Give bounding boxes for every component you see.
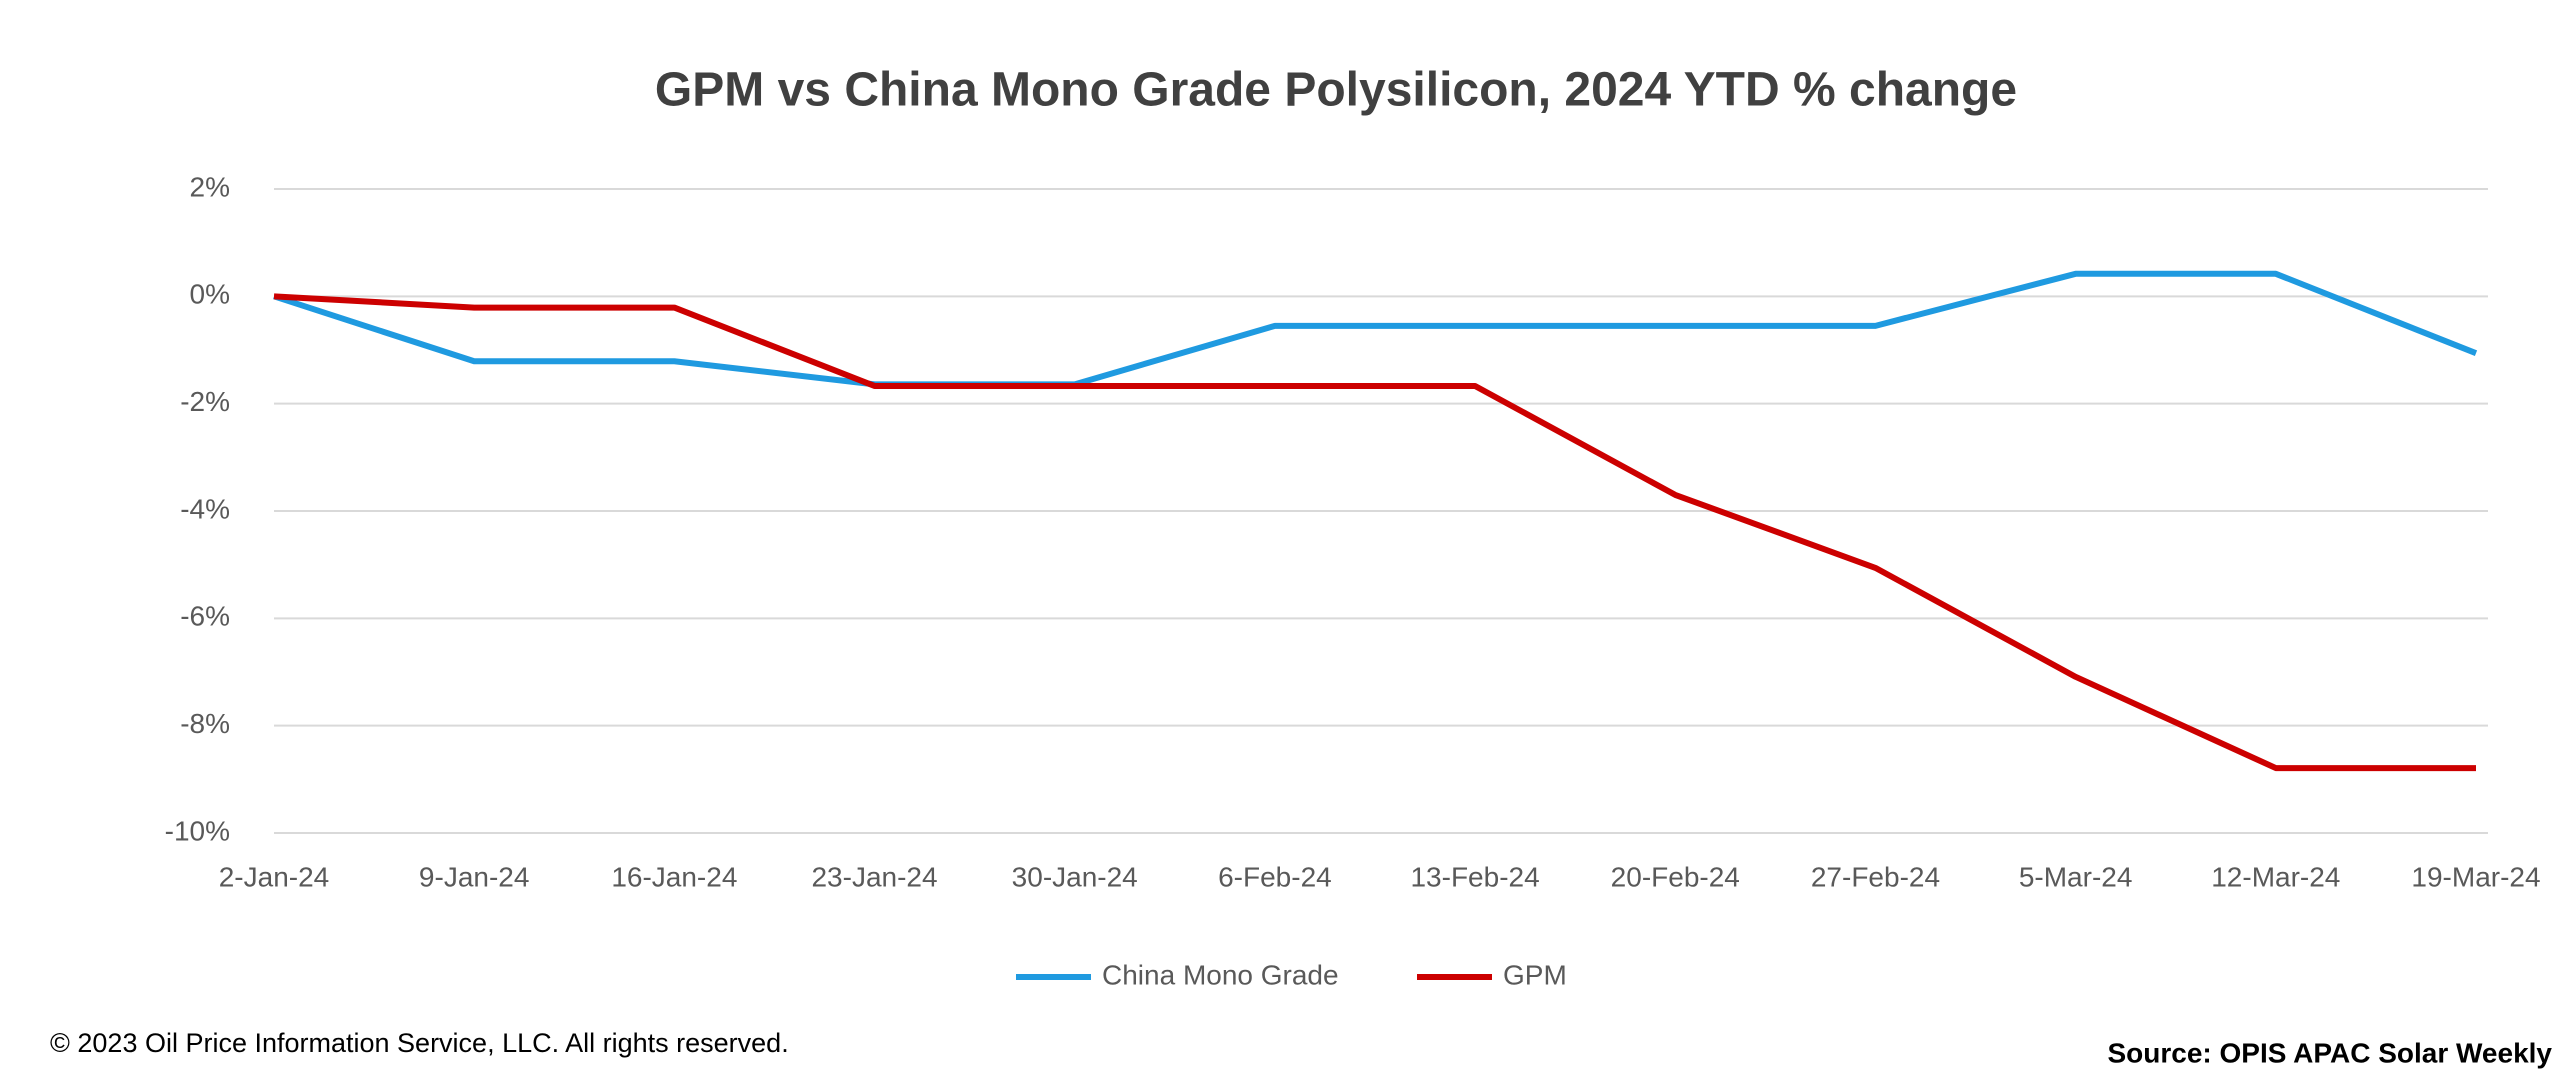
x-tick-label: 13-Feb-24: [1410, 861, 1539, 892]
y-tick-label: -4%: [180, 493, 230, 524]
x-tick-label: 20-Feb-24: [1611, 861, 1740, 892]
series-line: [273, 293, 2476, 772]
y-tick-label: -2%: [180, 386, 230, 417]
y-tick-label: -10%: [165, 815, 230, 846]
x-tick-label: 9-Jan-24: [419, 861, 530, 892]
x-tick-label: 16-Jan-24: [611, 861, 737, 892]
source: Source: OPIS APAC Solar Weekly: [2107, 1037, 2552, 1068]
series-line: [273, 270, 2478, 388]
x-tick-label: 27-Feb-24: [1811, 861, 1940, 892]
y-tick-label: -6%: [180, 601, 230, 632]
y-tick-label: -8%: [180, 708, 230, 739]
x-tick-label: 12-Mar-24: [2211, 861, 2340, 892]
x-tick-label: 19-Mar-24: [2411, 861, 2540, 892]
legend-label: GPM: [1503, 959, 1567, 990]
copyright: © 2023 Oil Price Information Service, LL…: [50, 1028, 789, 1058]
chart-title: GPM vs China Mono Grade Polysilicon, 202…: [655, 64, 2017, 117]
x-tick-label: 2-Jan-24: [219, 861, 330, 892]
y-tick-label: 2%: [190, 171, 230, 202]
legend-label: China Mono Grade: [1102, 959, 1339, 990]
x-tick-label: 23-Jan-24: [811, 861, 937, 892]
x-tick-label: 5-Mar-24: [2019, 861, 2133, 892]
x-tick-label: 30-Jan-24: [1012, 861, 1138, 892]
x-tick-label: 6-Feb-24: [1218, 861, 1332, 892]
y-tick-label: 0%: [190, 279, 230, 310]
